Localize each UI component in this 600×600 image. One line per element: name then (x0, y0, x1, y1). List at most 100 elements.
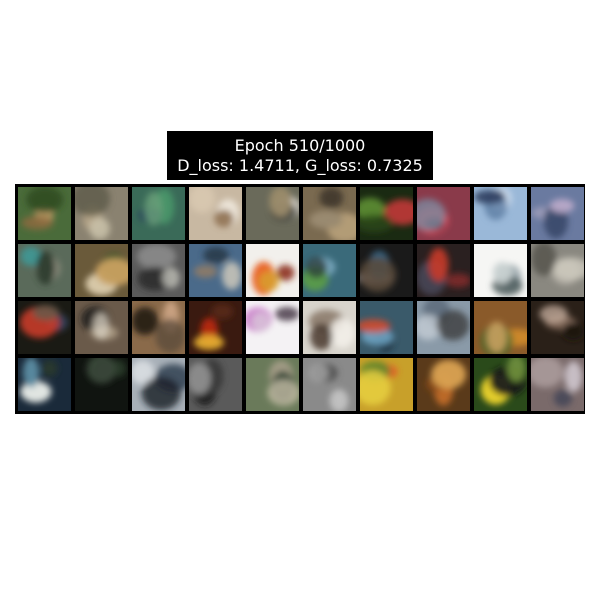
tile-blob (436, 310, 470, 341)
figure-title: Epoch 510/1000 D_loss: 1.4711, G_loss: 0… (167, 131, 433, 180)
tile-blob (539, 305, 568, 323)
sample-tile (417, 187, 470, 240)
tile-blob (86, 358, 117, 384)
sample-tile (189, 244, 242, 297)
tile-blob (162, 267, 180, 289)
tile-blob (431, 359, 467, 389)
sample-tile (303, 244, 356, 297)
tile-blob (193, 334, 224, 350)
tile-blob (492, 262, 512, 284)
tile-blob (305, 256, 328, 279)
sample-tile (18, 358, 71, 411)
tile-blob (384, 199, 413, 226)
title-losses: D_loss: 1.4711, G_loss: 0.7325 (177, 155, 423, 175)
tile-blob (269, 187, 292, 217)
tile-blob (360, 319, 391, 333)
tile-blob (417, 198, 446, 231)
tile-blob (141, 376, 181, 411)
tile-blob (144, 191, 163, 226)
tile-blob (211, 303, 234, 319)
tile-blob (319, 187, 344, 209)
tile-blob (221, 261, 242, 290)
tile-blob (329, 389, 349, 411)
sample-tile (189, 187, 242, 240)
tile-blob (136, 244, 177, 270)
tile-blob (36, 251, 55, 285)
tile-blob (276, 264, 295, 281)
sample-tile (75, 358, 128, 411)
tile-blob (32, 304, 60, 321)
tile-blob (543, 204, 568, 239)
sample-tile (246, 301, 299, 354)
sample-tile (474, 301, 527, 354)
tile-blob (549, 198, 575, 213)
tile-blob (89, 217, 110, 240)
tile-blob (486, 321, 507, 353)
sample-tile (303, 358, 356, 411)
tile-blob (21, 215, 54, 230)
tile-blob (203, 247, 229, 264)
sample-tile (474, 187, 527, 240)
sample-tile (246, 358, 299, 411)
sample-tile (531, 358, 584, 411)
sample-tile (132, 187, 185, 240)
sample-tile (474, 244, 527, 297)
sample-tile (531, 301, 584, 354)
tile-blob (75, 187, 111, 217)
tile-blob (251, 312, 271, 332)
tile-blob (26, 187, 64, 213)
tile-blob (553, 389, 573, 407)
sample-tile (75, 301, 128, 354)
sample-tile (132, 244, 185, 297)
tile-blob (562, 322, 584, 341)
tile-blob (428, 247, 449, 282)
tile-blob (93, 312, 110, 340)
sample-tile (360, 187, 413, 240)
tile-blob (132, 360, 155, 385)
tile-blob (20, 246, 41, 266)
tile-blob (417, 314, 442, 340)
tile-blob (360, 214, 393, 233)
tile-blob (553, 257, 584, 281)
tile-blob (474, 190, 505, 204)
tile-blob (531, 244, 557, 276)
sample-tile (18, 301, 71, 354)
sample-tile (246, 244, 299, 297)
sample-grid-frame (15, 184, 585, 414)
tile-blob (258, 271, 280, 292)
title-epoch: Epoch 510/1000 (234, 135, 366, 155)
tile-blob (20, 381, 52, 403)
tile-blob (531, 358, 564, 388)
sample-tile (18, 187, 71, 240)
tile-blob (267, 379, 299, 406)
sample-tile (417, 358, 470, 411)
sample-tile (303, 187, 356, 240)
sample-tile (417, 244, 470, 297)
tile-blob (41, 360, 58, 377)
sample-tile (360, 301, 413, 354)
tile-blob (132, 307, 159, 336)
sample-tile (75, 187, 128, 240)
tile-blob (360, 257, 397, 293)
sample-tile (18, 244, 71, 297)
generated-samples-grid (18, 187, 584, 412)
tile-blob (308, 363, 329, 383)
sample-tile (360, 244, 413, 297)
sample-tile (75, 244, 128, 297)
sample-tile (303, 301, 356, 354)
tile-blob (214, 209, 234, 228)
tile-blob (309, 210, 343, 229)
tile-blob (193, 265, 218, 278)
sample-tile (417, 301, 470, 354)
sample-tile (189, 358, 242, 411)
sample-tile (531, 244, 584, 297)
tile-blob (360, 370, 391, 406)
tile-blob (189, 362, 211, 395)
sample-tile (132, 301, 185, 354)
tile-blob (445, 273, 470, 288)
sample-tile (246, 187, 299, 240)
tile-blob (330, 318, 355, 349)
sample-tile (189, 301, 242, 354)
tile-blob (507, 358, 526, 382)
